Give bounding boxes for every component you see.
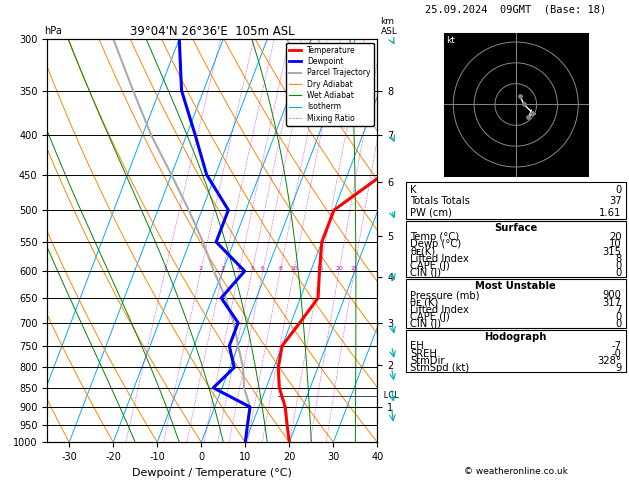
Legend: Temperature, Dewpoint, Parcel Trajectory, Dry Adiabat, Wet Adiabat, Isotherm, Mi: Temperature, Dewpoint, Parcel Trajectory… (286, 43, 374, 125)
Text: SREH: SREH (410, 348, 437, 359)
Text: 25: 25 (350, 266, 358, 271)
Text: 7: 7 (615, 305, 621, 315)
Text: hPa: hPa (44, 26, 62, 36)
Text: © weatheronline.co.uk: © weatheronline.co.uk (464, 467, 568, 476)
Text: PW (cm): PW (cm) (410, 208, 452, 218)
Text: θᴇ(K): θᴇ(K) (410, 246, 435, 257)
Text: CAPE (J): CAPE (J) (410, 261, 450, 271)
Text: Lifted Index: Lifted Index (410, 254, 469, 264)
Text: Dewp (°C): Dewp (°C) (410, 239, 461, 249)
Text: 15: 15 (316, 266, 324, 271)
Text: 6: 6 (261, 266, 265, 271)
Text: 328°: 328° (598, 356, 621, 366)
Text: CIN (J): CIN (J) (410, 319, 441, 330)
Text: 1: 1 (163, 266, 167, 271)
Text: 3: 3 (221, 266, 225, 271)
Text: CIN (J): CIN (J) (410, 268, 441, 278)
Text: Pressure (mb): Pressure (mb) (410, 290, 479, 300)
Text: Temp (°C): Temp (°C) (410, 232, 459, 242)
Text: km
ASL: km ASL (381, 17, 398, 36)
Text: θᴇ (K): θᴇ (K) (410, 297, 438, 308)
Text: 0: 0 (615, 268, 621, 278)
Text: 9: 9 (615, 363, 621, 373)
Text: 1.61: 1.61 (599, 208, 621, 218)
Text: CAPE (J): CAPE (J) (410, 312, 450, 322)
Text: 315: 315 (603, 246, 621, 257)
Text: Surface: Surface (494, 223, 537, 233)
Text: Totals Totals: Totals Totals (410, 196, 470, 206)
Text: 900: 900 (603, 290, 621, 300)
Text: Most Unstable: Most Unstable (476, 281, 556, 291)
Text: -7: -7 (611, 341, 621, 351)
Text: 317: 317 (603, 297, 621, 308)
Text: 0: 0 (615, 261, 621, 271)
Text: 0: 0 (615, 319, 621, 330)
Text: StmSpd (kt): StmSpd (kt) (410, 363, 469, 373)
Text: 8: 8 (615, 254, 621, 264)
Text: 0: 0 (615, 312, 621, 322)
Text: 10: 10 (290, 266, 298, 271)
Text: kt: kt (446, 36, 455, 45)
Text: Hodograph: Hodograph (484, 332, 547, 342)
Text: LCL: LCL (381, 391, 398, 400)
Text: StmDir: StmDir (410, 356, 445, 366)
Title: 39°04'N 26°36'E  105m ASL: 39°04'N 26°36'E 105m ASL (130, 25, 294, 38)
Text: K: K (410, 185, 416, 194)
Text: 0: 0 (615, 185, 621, 194)
Text: 20: 20 (335, 266, 343, 271)
Text: 25.09.2024  09GMT  (Base: 18): 25.09.2024 09GMT (Base: 18) (425, 5, 606, 15)
Text: -0: -0 (611, 348, 621, 359)
Text: 2: 2 (199, 266, 203, 271)
X-axis label: Dewpoint / Temperature (°C): Dewpoint / Temperature (°C) (132, 468, 292, 478)
Text: 8: 8 (278, 266, 282, 271)
Text: 5: 5 (250, 266, 254, 271)
Text: 20: 20 (609, 232, 621, 242)
Text: EH: EH (410, 341, 424, 351)
Text: 4: 4 (237, 266, 241, 271)
Text: 10: 10 (609, 239, 621, 249)
Text: Lifted Index: Lifted Index (410, 305, 469, 315)
Text: 37: 37 (609, 196, 621, 206)
